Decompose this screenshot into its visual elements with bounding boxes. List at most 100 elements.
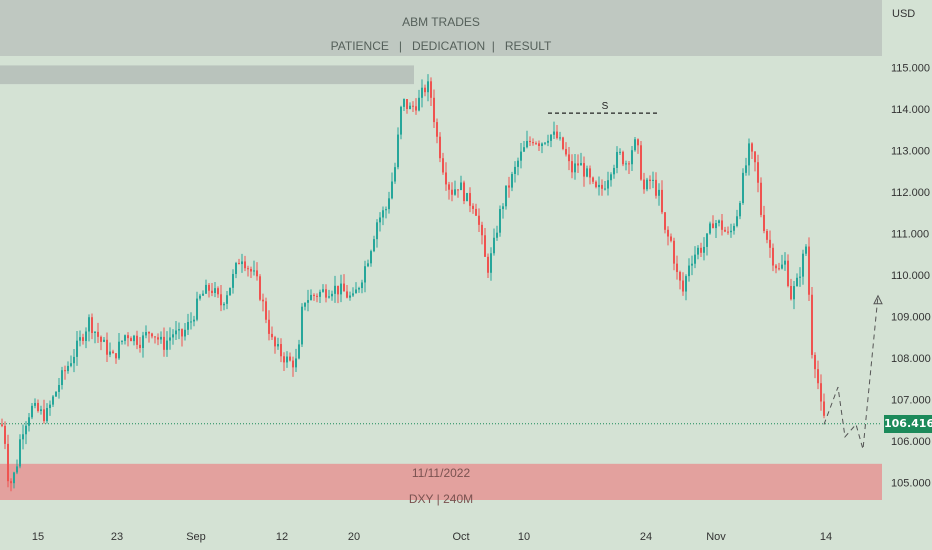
candle-down bbox=[43, 409, 45, 422]
candle-down bbox=[268, 319, 270, 334]
candle-down bbox=[442, 158, 444, 173]
candle-down bbox=[337, 285, 339, 295]
candle-down bbox=[430, 81, 432, 98]
y-tick-label: 108.000 bbox=[891, 353, 931, 365]
candle-up bbox=[580, 163, 582, 166]
candle-up bbox=[226, 295, 228, 304]
candle-up bbox=[718, 220, 720, 224]
candle-down bbox=[595, 181, 597, 188]
candle-up bbox=[619, 151, 621, 153]
candle-up bbox=[328, 296, 330, 298]
candle-down bbox=[679, 271, 681, 281]
candle-up bbox=[364, 266, 366, 283]
candle-down bbox=[472, 205, 474, 209]
candle-up bbox=[352, 293, 354, 296]
candle-down bbox=[280, 344, 282, 357]
candle-up bbox=[385, 209, 387, 211]
candle-up bbox=[349, 295, 351, 298]
price-axis: 105.000 106.000 107.000 108.000 109.000 110.0… bbox=[891, 63, 931, 490]
candle-down bbox=[751, 143, 753, 152]
candle-up bbox=[805, 246, 807, 254]
title-banner bbox=[0, 0, 882, 56]
candle-down bbox=[808, 246, 810, 295]
candle-down bbox=[37, 402, 39, 411]
candle-up bbox=[202, 293, 204, 296]
candle-up bbox=[517, 160, 519, 167]
candle-up bbox=[19, 439, 21, 467]
candle-down bbox=[811, 294, 813, 355]
y-tick-label: 107.000 bbox=[891, 395, 931, 407]
candles-group bbox=[1, 74, 825, 492]
candle-up bbox=[625, 163, 627, 165]
candle-up bbox=[400, 106, 402, 135]
candle-up bbox=[301, 306, 303, 345]
candle-up bbox=[520, 151, 522, 161]
candle-down bbox=[127, 335, 129, 339]
candle-up bbox=[277, 344, 279, 347]
candle-up bbox=[187, 321, 189, 330]
candle-down bbox=[259, 276, 261, 300]
candle-up bbox=[310, 294, 312, 301]
candle-up bbox=[502, 206, 504, 210]
y-tick-label: 112.000 bbox=[891, 187, 930, 199]
candle-up bbox=[175, 330, 177, 335]
candle-down bbox=[538, 143, 540, 146]
candle-up bbox=[703, 246, 705, 253]
candle-up bbox=[730, 230, 732, 233]
candle-down bbox=[760, 182, 762, 215]
candle-down bbox=[157, 337, 159, 340]
candle-down bbox=[568, 154, 570, 162]
candle-down bbox=[244, 261, 246, 269]
x-tick-label: Oct bbox=[452, 531, 469, 543]
candle-up bbox=[214, 288, 216, 293]
candle-up bbox=[496, 232, 498, 238]
candle-up bbox=[13, 472, 15, 484]
candle-up bbox=[334, 285, 336, 294]
candle-up bbox=[196, 298, 198, 320]
candle-down bbox=[481, 224, 483, 236]
candle-down bbox=[775, 265, 777, 269]
candle-up bbox=[205, 284, 207, 294]
candle-down bbox=[787, 260, 789, 287]
candle-down bbox=[724, 229, 726, 232]
candle-up bbox=[184, 329, 186, 337]
candle-up bbox=[307, 300, 309, 303]
candle-down bbox=[463, 182, 465, 202]
candle-up bbox=[61, 370, 63, 386]
candle-down bbox=[148, 332, 150, 334]
candle-up bbox=[190, 321, 192, 323]
candle-up bbox=[232, 273, 234, 288]
candle-down bbox=[136, 335, 138, 345]
candle-down bbox=[289, 356, 291, 361]
candle-up bbox=[499, 209, 501, 233]
candle-up bbox=[706, 233, 708, 247]
candle-up bbox=[742, 172, 744, 204]
currency-label: USD bbox=[892, 8, 915, 20]
candle-up bbox=[76, 340, 78, 357]
candle-up bbox=[802, 253, 804, 277]
candle-down bbox=[151, 333, 153, 337]
candle-up bbox=[631, 150, 633, 165]
y-tick-label: 110.000 bbox=[891, 270, 930, 282]
y-tick-label: 111.000 bbox=[891, 229, 929, 241]
candle-up bbox=[421, 87, 423, 98]
x-tick-label: 24 bbox=[640, 531, 652, 543]
candle-up bbox=[694, 254, 696, 264]
candle-down bbox=[97, 331, 99, 337]
candle-up bbox=[652, 179, 654, 181]
candle-up bbox=[736, 216, 738, 226]
candle-up bbox=[394, 167, 396, 182]
candle-down bbox=[439, 136, 441, 159]
candle-up bbox=[547, 140, 549, 143]
candle-down bbox=[670, 236, 672, 241]
candle-down bbox=[436, 122, 438, 137]
candle-up bbox=[331, 293, 333, 297]
candle-down bbox=[64, 370, 66, 372]
candle-up bbox=[634, 139, 636, 151]
candle-up bbox=[142, 335, 144, 348]
candle-down bbox=[676, 263, 678, 272]
candle-up bbox=[109, 351, 111, 355]
candle-down bbox=[211, 290, 213, 293]
